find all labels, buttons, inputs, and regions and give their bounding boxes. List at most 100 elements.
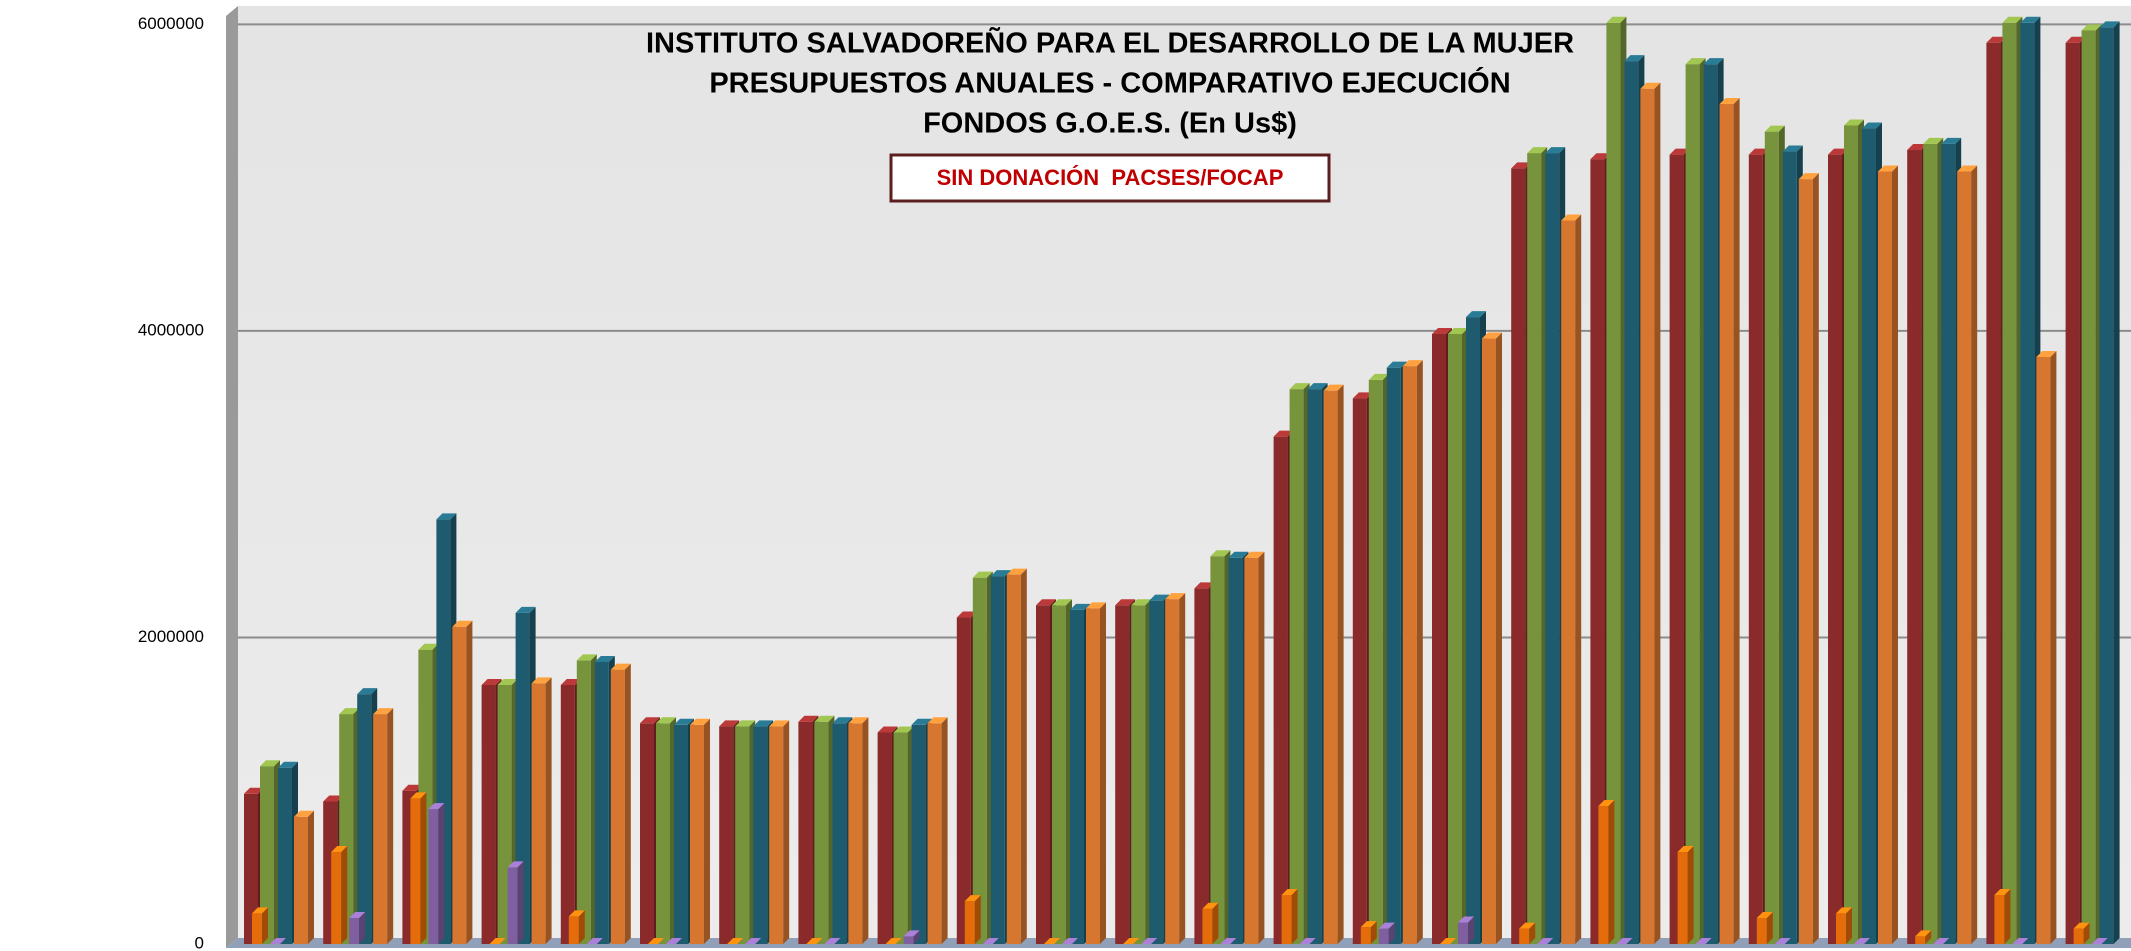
bar-face	[1782, 151, 1797, 944]
bar-face	[913, 930, 920, 944]
bar-face	[517, 861, 524, 944]
bar	[666, 938, 682, 944]
bar-face	[252, 913, 262, 944]
bar	[373, 708, 394, 944]
bar-face	[1561, 220, 1576, 944]
bar-face	[576, 654, 597, 661]
bar-face	[497, 678, 518, 685]
bar-face	[438, 803, 445, 944]
bar-face	[373, 708, 394, 715]
bar-face	[410, 798, 421, 944]
bar-face	[1149, 600, 1164, 944]
bar-face	[972, 571, 993, 578]
bar-face	[877, 726, 898, 733]
bar-face	[357, 688, 378, 695]
bar-face	[1971, 165, 1978, 944]
bar-face	[972, 577, 987, 944]
bar-face	[2036, 356, 2051, 944]
bar	[1836, 907, 1852, 944]
bar	[2012, 938, 2029, 944]
bar-face	[1537, 938, 1554, 944]
bar	[576, 654, 597, 944]
bar-face	[877, 732, 892, 944]
bar-face	[2002, 22, 2017, 944]
bar-face	[1448, 333, 1462, 944]
bar-face	[753, 720, 774, 727]
bar	[1086, 602, 1106, 944]
bar-face	[244, 787, 264, 794]
bar-face	[832, 717, 853, 724]
bar-face	[1957, 165, 1978, 172]
bar-face	[1915, 936, 1926, 944]
bar-face	[1640, 88, 1655, 945]
bar-face	[1925, 930, 1932, 944]
bar-face	[308, 810, 314, 944]
bar-face	[402, 784, 423, 791]
bar-face	[783, 720, 790, 944]
bar-face	[594, 661, 609, 944]
bar-face	[1846, 907, 1852, 944]
bar	[690, 718, 710, 944]
bar-face	[656, 723, 670, 944]
bar	[885, 938, 902, 944]
bar-face	[1941, 137, 1962, 144]
bar-face	[735, 720, 756, 727]
bar-face	[1289, 389, 1304, 945]
bar-face	[294, 810, 314, 817]
bar-face	[1202, 908, 1213, 944]
bar-face	[719, 720, 740, 727]
bar	[1378, 922, 1395, 944]
bar-face	[1448, 327, 1468, 334]
bar-face	[1766, 911, 1773, 944]
bar-face	[1923, 143, 1938, 944]
bar-face	[262, 907, 268, 944]
bar-face	[1115, 599, 1136, 606]
bar	[2002, 16, 2023, 944]
bar	[270, 938, 286, 944]
bar-face	[735, 726, 750, 944]
bar-face	[1608, 800, 1615, 944]
bar-face	[1202, 902, 1219, 909]
bar-face	[323, 795, 344, 802]
bar	[531, 677, 552, 944]
bar	[1210, 550, 1231, 944]
bar-face	[1370, 921, 1377, 944]
bar-face	[648, 938, 664, 944]
bar-face	[359, 911, 366, 944]
bar	[824, 938, 841, 944]
bar-face	[1892, 165, 1898, 944]
bar-face	[1307, 383, 1328, 390]
bar	[1368, 373, 1389, 944]
bar-face	[1432, 333, 1446, 944]
bar-face	[1590, 159, 1605, 944]
bar-face	[1323, 390, 1338, 944]
bar-face	[1907, 150, 1922, 945]
bar-face	[885, 938, 902, 944]
bar-face	[964, 901, 975, 944]
bar-face	[911, 718, 932, 725]
bar	[1616, 938, 1633, 944]
bar-face	[769, 726, 784, 944]
bar-face	[1352, 398, 1367, 944]
bar-face	[1432, 327, 1452, 334]
bar-face	[436, 513, 457, 520]
bar-face	[1994, 894, 2005, 944]
y-tick-label: 4000000	[138, 320, 204, 339]
bar-face	[1165, 599, 1180, 944]
bar-face	[1466, 311, 1486, 318]
bar-face	[1468, 916, 1474, 944]
bar	[507, 861, 524, 944]
bar-face	[1281, 894, 1292, 944]
bar-face	[1598, 806, 1609, 944]
bar-face	[387, 708, 394, 944]
bar-face	[2012, 938, 2029, 944]
bar-face	[1179, 593, 1186, 944]
bar-face	[956, 617, 971, 944]
bar	[1202, 902, 1219, 944]
bar-face	[1695, 938, 1712, 944]
bar	[1695, 938, 1712, 944]
bar	[903, 930, 920, 944]
bar-face	[1100, 602, 1106, 944]
bar-face	[1210, 556, 1225, 944]
bar-face	[1812, 173, 1819, 944]
